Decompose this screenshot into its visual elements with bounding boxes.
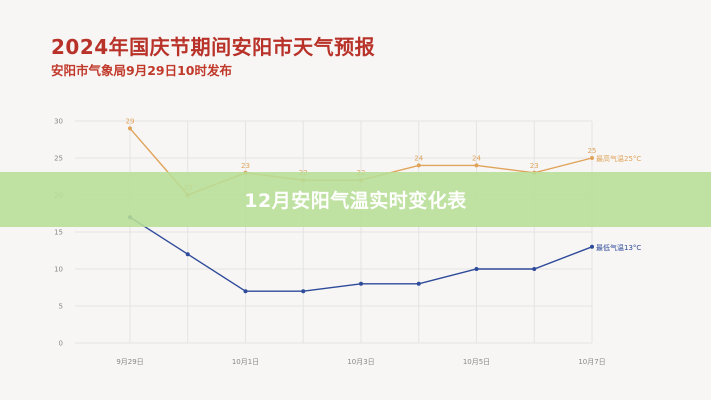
data-label: 29 — [126, 117, 135, 125]
data-point — [416, 281, 421, 286]
y-tick-label: 10 — [54, 266, 63, 274]
y-tick-label: 30 — [54, 118, 63, 126]
data-point — [590, 156, 594, 160]
data-point — [185, 252, 190, 257]
x-tick-label: 10月3日 — [347, 358, 374, 366]
y-tick-label: 25 — [54, 155, 63, 163]
data-point — [590, 244, 594, 249]
data-point — [474, 267, 479, 271]
data-point — [128, 126, 132, 131]
y-tick-label: 15 — [54, 229, 63, 237]
x-tick-label: 10月1日 — [232, 358, 259, 366]
y-tick-label: 0 — [59, 340, 63, 348]
chart-subtitle: 安阳市气象局9月29日10时发布 — [51, 63, 232, 78]
overlay-banner: 12月安阳气温实时变化表 — [0, 172, 711, 227]
data-point — [416, 163, 421, 168]
data-point — [301, 289, 306, 294]
data-label: 24 — [472, 154, 481, 162]
data-point — [474, 163, 479, 168]
data-point — [243, 289, 248, 294]
data-point — [532, 267, 537, 271]
legend-label-low: 最低气温13°C — [596, 243, 641, 252]
data-label: 24 — [414, 154, 423, 162]
x-tick-label: 10月7日 — [578, 358, 605, 366]
banner-text: 12月安阳气温实时变化表 — [244, 190, 467, 212]
data-label: 23 — [530, 162, 539, 170]
y-tick-label: 5 — [59, 303, 63, 311]
legend-label-high: 最高气温25°C — [596, 154, 641, 163]
data-label: 23 — [241, 162, 250, 170]
data-label: 25 — [588, 147, 597, 155]
x-tick-label: 10月5日 — [463, 358, 490, 366]
x-tick-label: 9月29日 — [116, 358, 143, 366]
chart-title: 2024年国庆节期间安阳市天气预报 — [51, 35, 376, 59]
data-point — [359, 281, 363, 286]
